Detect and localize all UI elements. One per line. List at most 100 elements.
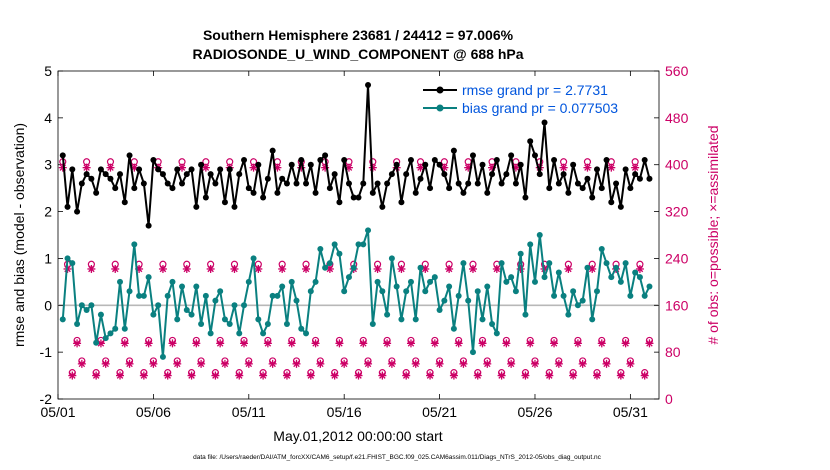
obs-assimilated-marker <box>111 264 120 273</box>
data-point-bias <box>493 330 500 337</box>
obs-assimilated-marker <box>445 264 454 273</box>
obs-assimilated-marker <box>502 339 511 348</box>
data-point-rmse <box>460 189 467 196</box>
data-point-rmse <box>474 180 481 187</box>
data-point-bias <box>140 292 147 299</box>
data-point-rmse <box>293 180 300 187</box>
data-point-rmse <box>503 171 510 178</box>
data-point-rmse <box>350 194 357 201</box>
obs-assimilated-marker <box>430 339 439 348</box>
data-point-rmse <box>64 203 71 210</box>
y2-tick-label: 480 <box>665 110 689 126</box>
data-point-rmse <box>498 180 505 187</box>
x-tick-label: 05/31 <box>613 404 648 420</box>
obs-assimilated-marker <box>645 339 654 348</box>
data-point-bias <box>317 246 324 253</box>
data-point-rmse <box>479 161 486 168</box>
data-point-rmse <box>322 152 329 159</box>
data-point-bias <box>336 250 343 257</box>
data-point-bias <box>303 330 310 337</box>
data-point-bias <box>636 274 643 281</box>
obs-assimilated-marker <box>163 371 172 380</box>
obs-assimilated-marker <box>168 339 177 348</box>
obs-assimilated-marker <box>492 264 501 273</box>
data-point-bias <box>508 274 515 281</box>
data-point-rmse <box>274 189 281 196</box>
data-point-rmse <box>412 189 419 196</box>
data-point-bias <box>531 278 538 285</box>
obs-assimilated-marker <box>87 264 96 273</box>
data-point-rmse <box>236 171 243 178</box>
data-point-rmse <box>245 185 252 192</box>
data-point-rmse <box>522 194 529 201</box>
data-point-rmse <box>431 157 438 164</box>
obs-assimilated-marker <box>468 264 477 273</box>
data-point-rmse <box>622 166 629 173</box>
data-point-rmse <box>198 161 205 168</box>
data-point-rmse <box>345 180 352 187</box>
legend-entry-bias: bias grand pr = 0.077503 <box>423 100 618 116</box>
data-point-bias <box>260 330 267 337</box>
data-point-rmse <box>365 82 372 89</box>
chart-subtitle: RADIOSONDE_U_WIND_COMPONENT @ 688 hPa <box>192 46 523 62</box>
data-point-bias <box>64 255 71 262</box>
plot-area <box>57 70 660 400</box>
data-point-bias <box>517 250 524 257</box>
data-point-rmse <box>613 180 620 187</box>
obs-assimilated-marker <box>187 371 196 380</box>
data-point-rmse <box>159 171 166 178</box>
data-point-bias <box>236 330 243 337</box>
data-point-bias <box>355 241 362 248</box>
obs-assimilated-marker <box>192 339 201 348</box>
data-point-rmse <box>355 194 362 201</box>
data-point-rmse <box>97 166 104 173</box>
data-point-bias <box>574 302 581 309</box>
data-point-bias <box>369 321 376 328</box>
obs-assimilated-marker <box>597 339 606 348</box>
obs-assimilated-marker <box>564 264 573 273</box>
obs-assimilated-marker <box>411 359 420 368</box>
data-point-bias <box>274 292 281 299</box>
obs-assimilated-marker <box>306 371 315 380</box>
obs-assimilated-marker <box>449 371 458 380</box>
data-point-bias <box>131 241 138 248</box>
data-point-bias <box>264 321 271 328</box>
series-line-bias <box>61 229 651 358</box>
obs-assimilated-marker <box>335 339 344 348</box>
data-point-bias <box>345 274 352 281</box>
obs-assimilated-marker <box>311 339 320 348</box>
data-point-bias <box>469 349 476 356</box>
data-point-bias <box>97 311 104 318</box>
data-point-rmse <box>102 171 109 178</box>
data-point-bias <box>298 325 305 332</box>
data-point-rmse <box>508 152 515 159</box>
obs-assimilated-marker <box>573 339 582 348</box>
obs-assimilated-marker <box>96 339 105 348</box>
data-point-bias <box>145 274 152 281</box>
data-point-rmse <box>632 171 639 178</box>
obs-assimilated-marker <box>92 371 101 380</box>
data-point-rmse <box>441 171 448 178</box>
data-point-bias <box>74 321 81 328</box>
legend-entry-rmse: rmse grand pr = 2.7731 <box>423 82 608 98</box>
data-point-rmse <box>226 166 233 173</box>
data-point-bias <box>522 311 529 318</box>
obs-assimilated-marker <box>263 339 272 348</box>
data-point-rmse <box>59 152 66 159</box>
data-point-rmse <box>183 171 190 178</box>
data-point-rmse <box>260 194 267 201</box>
data-point-bias <box>431 274 438 281</box>
data-point-rmse <box>536 171 543 178</box>
obs-assimilated-marker <box>397 264 406 273</box>
y-tick-label: 5 <box>44 63 52 79</box>
obs-assimilated-marker <box>244 359 253 368</box>
obs-assimilated-marker <box>282 371 291 380</box>
data-point-rmse <box>603 157 610 164</box>
obs-assimilated-marker <box>621 339 630 348</box>
data-point-rmse <box>78 180 85 187</box>
data-point-bias <box>527 241 534 248</box>
obs-assimilated-marker <box>473 371 482 380</box>
data-point-bias <box>427 278 434 285</box>
data-point-rmse <box>560 171 567 178</box>
data-point-bias <box>126 288 133 295</box>
